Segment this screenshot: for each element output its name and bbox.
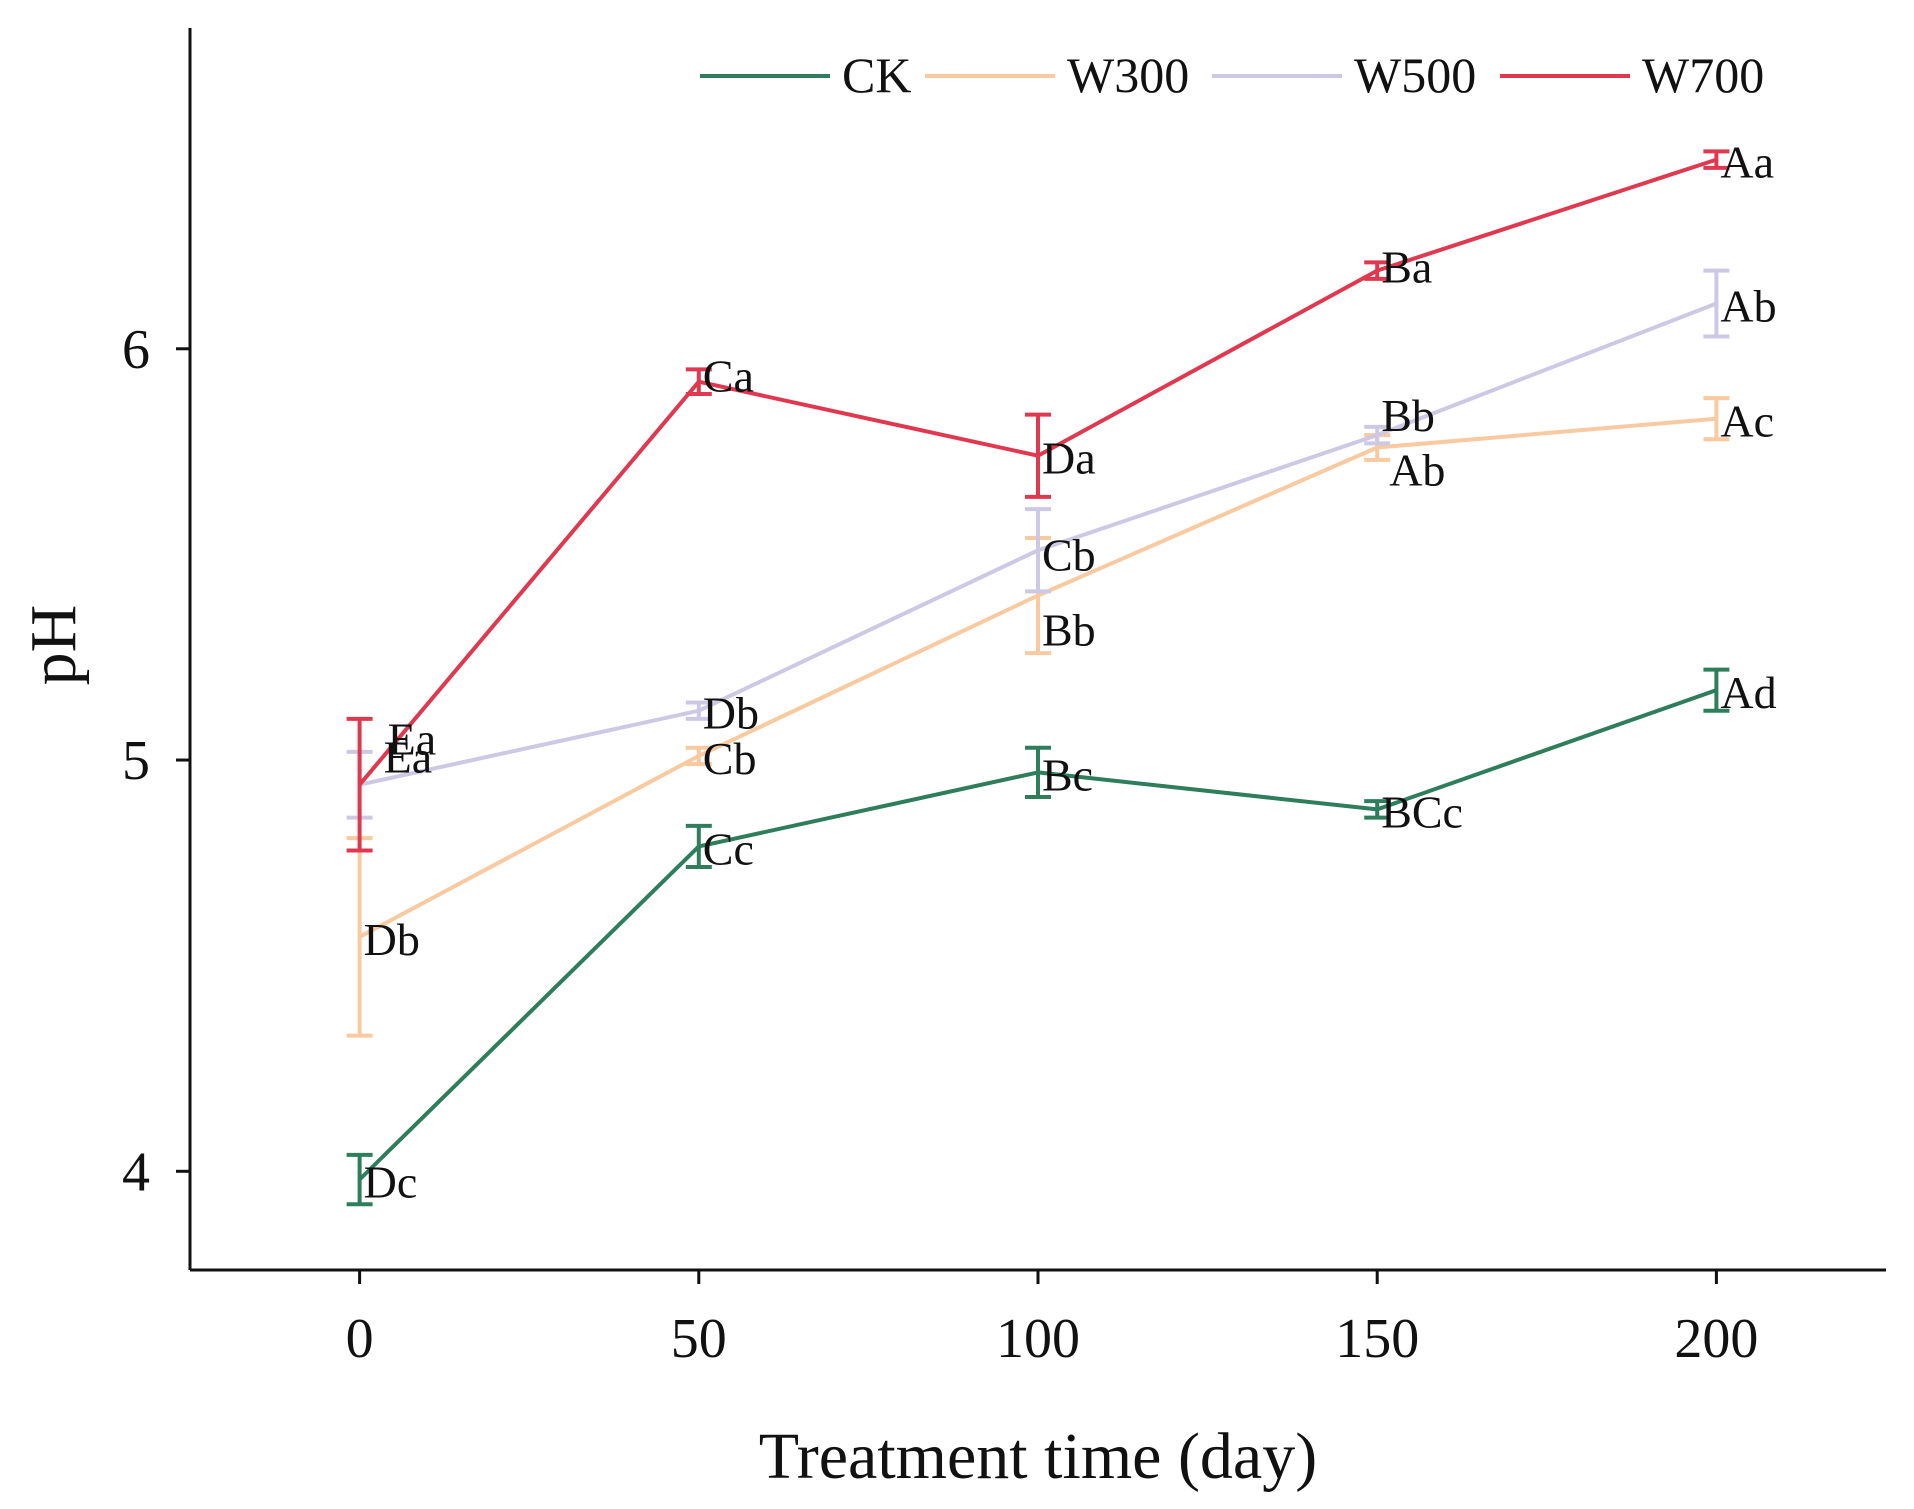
legend-item-w500: W500 [1212, 47, 1476, 103]
x-tick-label: 0 [346, 1308, 374, 1370]
error-bar-w700 [1703, 149, 1730, 170]
legend-label-ck: CK [842, 47, 911, 103]
data-label-w300: Cb [703, 733, 757, 784]
data-label-w700: Da [1042, 433, 1096, 484]
error-bar-w500 [685, 700, 712, 721]
x-tick-label: 50 [671, 1308, 727, 1370]
error-bar-w500 [1703, 268, 1730, 339]
data-label-w300: Db [364, 914, 420, 965]
x-tick-label: 100 [996, 1308, 1080, 1370]
data-label-w700: Ea [388, 714, 437, 765]
series-w500 [346, 268, 1730, 820]
legend-label-w500: W500 [1354, 47, 1476, 103]
y-tick-label: 4 [122, 1141, 150, 1203]
data-labels: DcCcBcBCcAdDbCbBbAbAcEaDbCbBbAbCaDaBaAaE… [364, 137, 1777, 1208]
x-tick-label: 150 [1335, 1308, 1419, 1370]
y-tick-label: 5 [122, 730, 150, 792]
error-bar-w500 [1025, 507, 1051, 594]
x-tick-label: 200 [1674, 1308, 1758, 1370]
legend-item-ck: CK [700, 47, 911, 103]
data-label-w500: Ab [1720, 281, 1776, 332]
legend-item-w300: W300 [925, 47, 1189, 103]
data-label-ck: BCc [1381, 786, 1463, 837]
legend-label-w300: W300 [1067, 47, 1189, 103]
series-w300 [346, 396, 1730, 1038]
series-ck [346, 667, 1730, 1207]
legend: CK W300 W500 W700 [700, 47, 1764, 103]
data-label-w700: Ca [703, 351, 754, 402]
x-axis-title: Treatment time (day) [759, 1420, 1317, 1493]
data-label-w700: Ba [1381, 242, 1432, 293]
error-bar-w700 [1025, 412, 1051, 499]
data-label-w500: Cb [1042, 529, 1096, 580]
data-label-ck: Dc [364, 1157, 418, 1208]
data-label-w500: Ea [384, 732, 433, 783]
data-label-w500: Bb [1381, 390, 1435, 441]
y-axis-ticks: 4 5 6 [122, 319, 190, 1203]
data-label-w300: Ac [1720, 396, 1774, 447]
error-bar-ck [1364, 799, 1391, 820]
error-bar-ck [685, 823, 712, 869]
series-w700 [346, 149, 1730, 853]
error-bar-ck [1025, 745, 1051, 800]
data-label-w300: Bb [1042, 605, 1096, 656]
y-axis-title: pH [17, 605, 90, 686]
data-label-ck: Cc [703, 823, 754, 874]
data-label-ck: Bc [1042, 749, 1093, 800]
error-bar-ck [346, 1152, 373, 1207]
legend-item-w700: W700 [1500, 47, 1764, 103]
y-tick-label: 6 [122, 319, 150, 381]
error-bar-w300 [685, 745, 712, 767]
error-bar-w700 [1364, 260, 1391, 281]
error-bar-w700 [685, 367, 712, 397]
series-layer [346, 149, 1730, 1207]
data-label-w500: Db [703, 688, 759, 739]
error-bar-w500 [1364, 424, 1391, 446]
error-bar-w300 [1703, 396, 1730, 442]
data-label-ck: Ad [1720, 667, 1776, 718]
data-label-w300: Ab [1389, 444, 1445, 495]
error-bar-ck [1703, 667, 1730, 713]
error-bar-w700 [346, 716, 373, 853]
data-label-w700: Aa [1720, 137, 1774, 188]
x-axis-ticks: 0 50 100 150 200 [346, 1270, 1758, 1370]
legend-label-w700: W700 [1642, 47, 1764, 103]
